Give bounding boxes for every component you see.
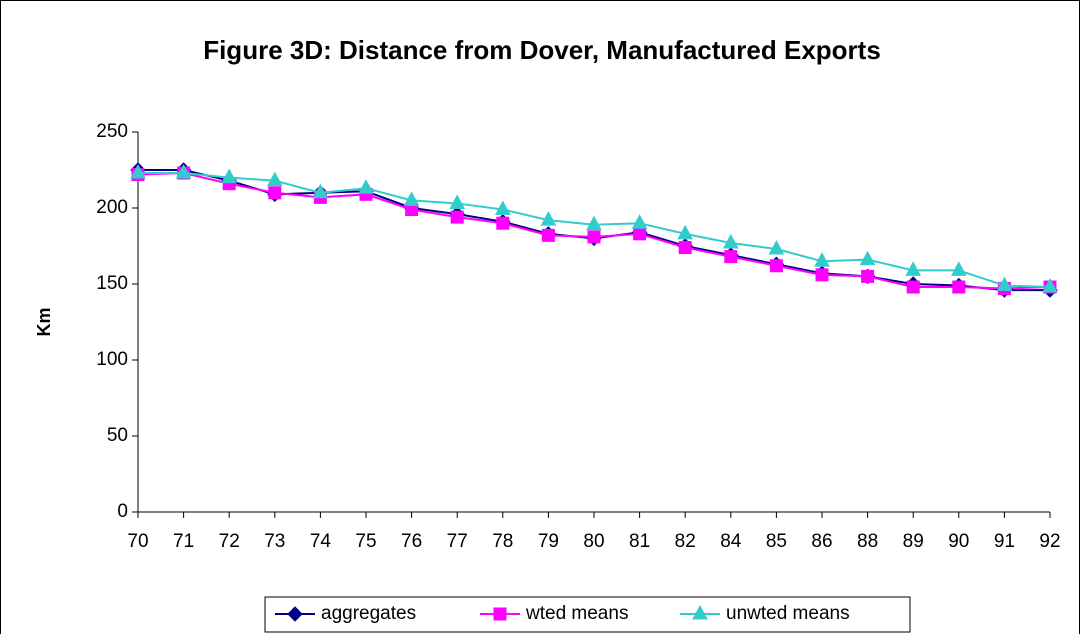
data-point xyxy=(494,200,511,216)
x-tick-label: 89 xyxy=(903,531,924,552)
x-tick-label: 78 xyxy=(492,531,513,552)
x-tick-label: 75 xyxy=(355,531,376,552)
data-point xyxy=(358,179,374,194)
data-point xyxy=(130,163,146,179)
legend-label: wted means xyxy=(525,603,628,624)
x-tick-label: 91 xyxy=(994,531,1015,552)
y-tick-label: 150 xyxy=(96,273,128,294)
data-point xyxy=(540,211,557,226)
x-tick-label: 72 xyxy=(219,531,240,552)
data-point xyxy=(587,230,601,244)
legend-label: unwted means xyxy=(726,603,850,624)
y-tick-label: 200 xyxy=(96,197,128,218)
x-tick-label: 73 xyxy=(264,531,285,552)
data-point xyxy=(952,280,966,294)
x-tick-label: 85 xyxy=(766,531,787,552)
data-point xyxy=(175,163,192,179)
data-point xyxy=(768,239,785,255)
data-point xyxy=(769,259,783,273)
x-tick-label: 71 xyxy=(173,531,194,552)
y-tick-label: 0 xyxy=(117,501,128,522)
data-point xyxy=(221,168,238,184)
x-tick-label: 79 xyxy=(538,531,559,552)
data-point xyxy=(905,261,922,276)
data-point xyxy=(861,269,875,283)
x-tick-label: 77 xyxy=(447,531,468,552)
x-tick-label: 88 xyxy=(857,531,878,552)
data-point xyxy=(678,241,692,255)
data-point xyxy=(724,250,738,264)
x-tick-label: 92 xyxy=(1039,531,1060,552)
x-tick-label: 84 xyxy=(720,531,742,552)
x-tick-label: 82 xyxy=(675,531,696,552)
data-point xyxy=(633,227,647,241)
y-tick-label: 250 xyxy=(96,121,128,142)
x-tick-label: 90 xyxy=(948,531,969,552)
data-point xyxy=(1042,277,1058,293)
data-point xyxy=(631,214,648,229)
data-point xyxy=(677,224,694,240)
data-point xyxy=(722,233,739,249)
legend-marker xyxy=(493,607,507,621)
data-point xyxy=(586,215,602,231)
y-tick-label: 50 xyxy=(107,425,128,446)
x-tick-label: 70 xyxy=(127,531,148,552)
legend-marker xyxy=(692,604,708,620)
data-point xyxy=(541,228,555,242)
data-point xyxy=(815,268,829,282)
x-tick-label: 74 xyxy=(310,531,332,552)
data-point xyxy=(950,261,967,276)
chart-title: Figure 3D: Distance from Dover, Manufact… xyxy=(203,35,881,65)
data-point xyxy=(814,252,830,267)
x-tick-label: 80 xyxy=(583,531,604,552)
y-tick-label: 100 xyxy=(96,349,128,370)
data-point xyxy=(403,191,420,206)
data-point xyxy=(266,171,283,187)
data-point xyxy=(906,280,920,294)
data-point xyxy=(449,194,466,209)
x-tick-label: 76 xyxy=(401,531,422,552)
legend-marker xyxy=(287,606,303,622)
data-point xyxy=(859,250,876,266)
data-point xyxy=(312,183,329,199)
legend-box xyxy=(264,596,911,633)
data-point xyxy=(496,216,510,230)
x-tick-label: 81 xyxy=(629,531,650,552)
x-tick-label: 86 xyxy=(811,531,832,552)
y-axis-label: Km xyxy=(34,307,54,336)
data-point xyxy=(268,186,282,200)
legend-label: aggregates xyxy=(321,603,416,624)
data-point xyxy=(996,276,1013,292)
data-point xyxy=(450,210,464,224)
